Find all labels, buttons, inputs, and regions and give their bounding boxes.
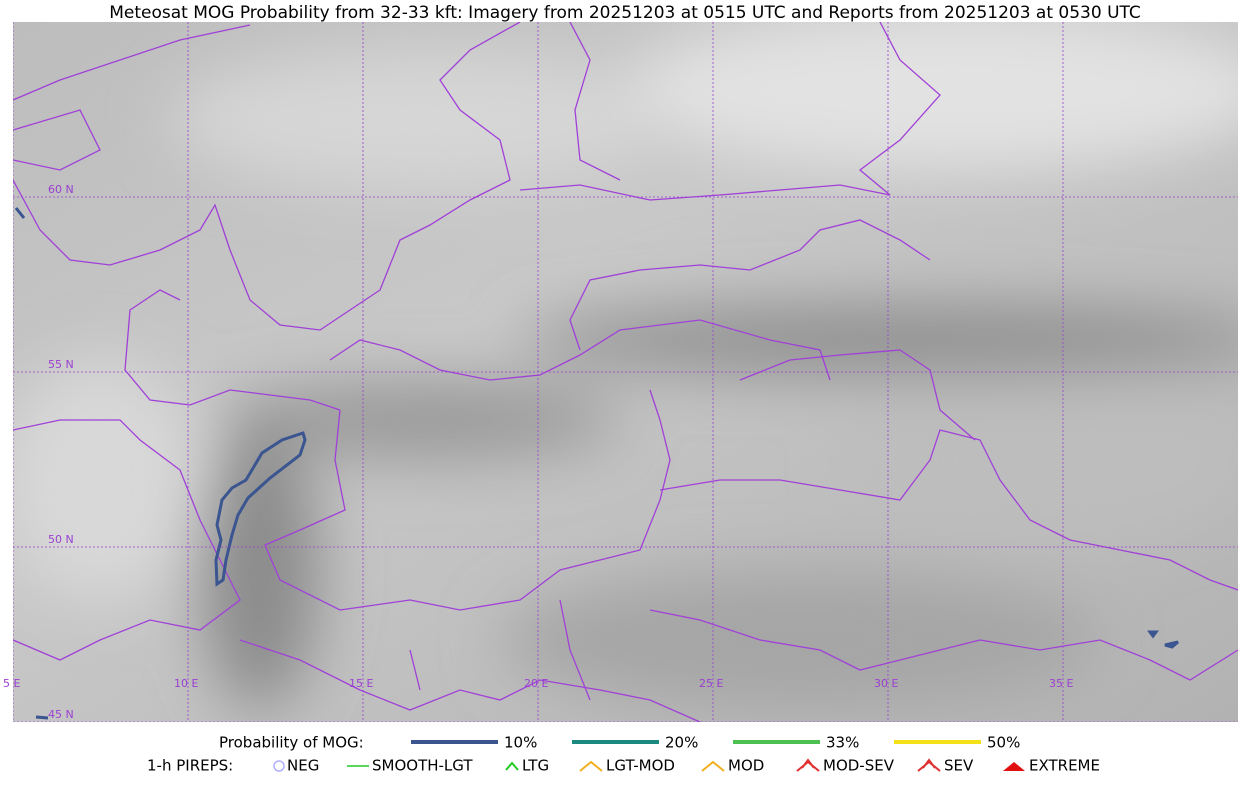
legend-label: 33%: [826, 734, 859, 752]
lon-label: 25 E: [699, 677, 723, 690]
lat-label: 50 N: [48, 533, 74, 546]
lon-label: 35 E: [1049, 677, 1073, 690]
pirep-symbol: [1003, 762, 1025, 771]
title: Meteosat MOG Probability from 32-33 kft:…: [109, 3, 1141, 23]
pirep-symbol: [579, 760, 603, 772]
legend-label: MOD: [728, 757, 764, 775]
lat-label: 60 N: [48, 183, 74, 196]
coastlines: [13, 22, 1238, 722]
pirep-symbol: [505, 761, 519, 771]
legend-label: LTG: [522, 757, 549, 775]
lat-label: 55 N: [48, 358, 74, 371]
lon-label: 30 E: [874, 677, 898, 690]
lon-label: 10 E: [174, 677, 198, 690]
mog-10-contour: [14, 207, 1179, 720]
legend-label: NEG: [287, 757, 319, 775]
pirep-symbol: [917, 758, 941, 772]
legend: Probability of MOG: 10% 20% 33% 50% 1-h PIREP…: [147, 734, 1100, 775]
graticule: [13, 22, 1238, 722]
graticule-labels: 60 N 55 N 50 N 45 N 5 E 10 E 15 E 20 E 25 E 30 E 3…: [3, 183, 1073, 721]
legend-title: Probability of MOG:: [219, 734, 364, 752]
legend-title: 1-h PIREPS:: [147, 757, 233, 775]
lon-label: 20 E: [524, 677, 548, 690]
legend-label: MOD-SEV: [823, 757, 895, 775]
pirep-symbol: [701, 760, 725, 772]
lon-label: 5 E: [3, 677, 20, 690]
lon-label: 15 E: [349, 677, 373, 690]
lat-label: 45 N: [48, 708, 74, 721]
legend-label: EXTREME: [1029, 757, 1100, 775]
legend-label: 20%: [665, 734, 698, 752]
cloud-texture: [13, 22, 1238, 710]
pirep-symbol: [796, 758, 820, 772]
legend-label: 50%: [987, 734, 1020, 752]
legend-label: 10%: [504, 734, 537, 752]
legend-label: SMOOTH-LGT: [372, 757, 473, 775]
pirep-symbol: [273, 760, 285, 772]
map: [13, 22, 1238, 722]
legend-label: SEV: [944, 757, 974, 775]
legend-label: LGT-MOD: [606, 757, 675, 775]
